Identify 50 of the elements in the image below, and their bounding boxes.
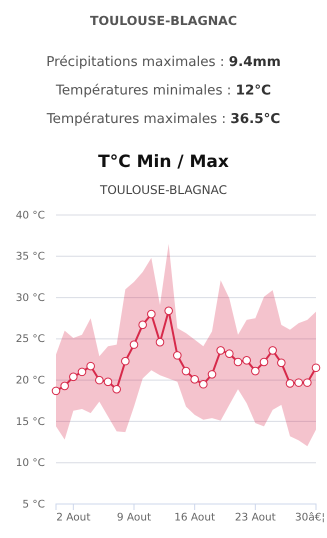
y-tick-label: 20 °C: [16, 374, 45, 387]
point: [112, 384, 121, 394]
point: [294, 378, 303, 387]
x-tick-label: 16 Aout: [174, 511, 216, 524]
y-tick-label: 10 °C: [16, 457, 45, 470]
y-tick-label: 5 °C: [22, 498, 45, 510]
point: [164, 306, 173, 316]
text: Températures maximales : 36.5°C: [46, 111, 280, 127]
point: [156, 338, 164, 346]
text: TOULOUSE-BLAGNAC: [90, 13, 238, 28]
text: Températures minimales : 12°C: [54, 82, 272, 98]
point: [121, 356, 130, 366]
point: [60, 382, 69, 390]
point: [130, 340, 138, 349]
point: [86, 362, 95, 370]
y-tick-label: 15 °C: [16, 416, 45, 428]
point: [78, 368, 86, 376]
text: Précipitations maximales : 9.4mm: [46, 54, 281, 70]
point: [69, 372, 78, 382]
point: [104, 378, 112, 386]
y-tick-label: 40 °C: [16, 209, 45, 222]
point: [225, 349, 234, 358]
point: [268, 346, 277, 355]
chart-subtitle: TOULOUSE-BLAGNAC: [99, 183, 227, 197]
point: [199, 380, 208, 389]
point: [52, 386, 60, 396]
point: [208, 370, 216, 379]
point: [234, 358, 242, 366]
point: [286, 379, 294, 388]
x-tick-label: 30â€¦: [294, 511, 325, 524]
point: [95, 376, 104, 384]
point: [303, 378, 312, 387]
point: [173, 351, 182, 360]
y-tick-label: 25 °C: [16, 333, 45, 346]
chart-title: T°C Min / Max: [98, 152, 229, 172]
point: [277, 358, 286, 368]
point: [260, 358, 268, 366]
point: [216, 346, 225, 355]
point: [251, 366, 260, 376]
point: [190, 375, 199, 384]
x-tick-label: 2 Aout: [56, 511, 90, 524]
point: [138, 320, 147, 330]
x-tick-label: 9 Aout: [116, 511, 152, 524]
point: [242, 356, 251, 365]
point: [182, 366, 190, 376]
x-tick-label: 23 Aout: [234, 511, 276, 524]
y-tick-label: 35 °C: [16, 250, 45, 263]
point: [147, 310, 156, 318]
point: [312, 363, 320, 372]
y-tick-label: 30 °C: [16, 292, 45, 304]
